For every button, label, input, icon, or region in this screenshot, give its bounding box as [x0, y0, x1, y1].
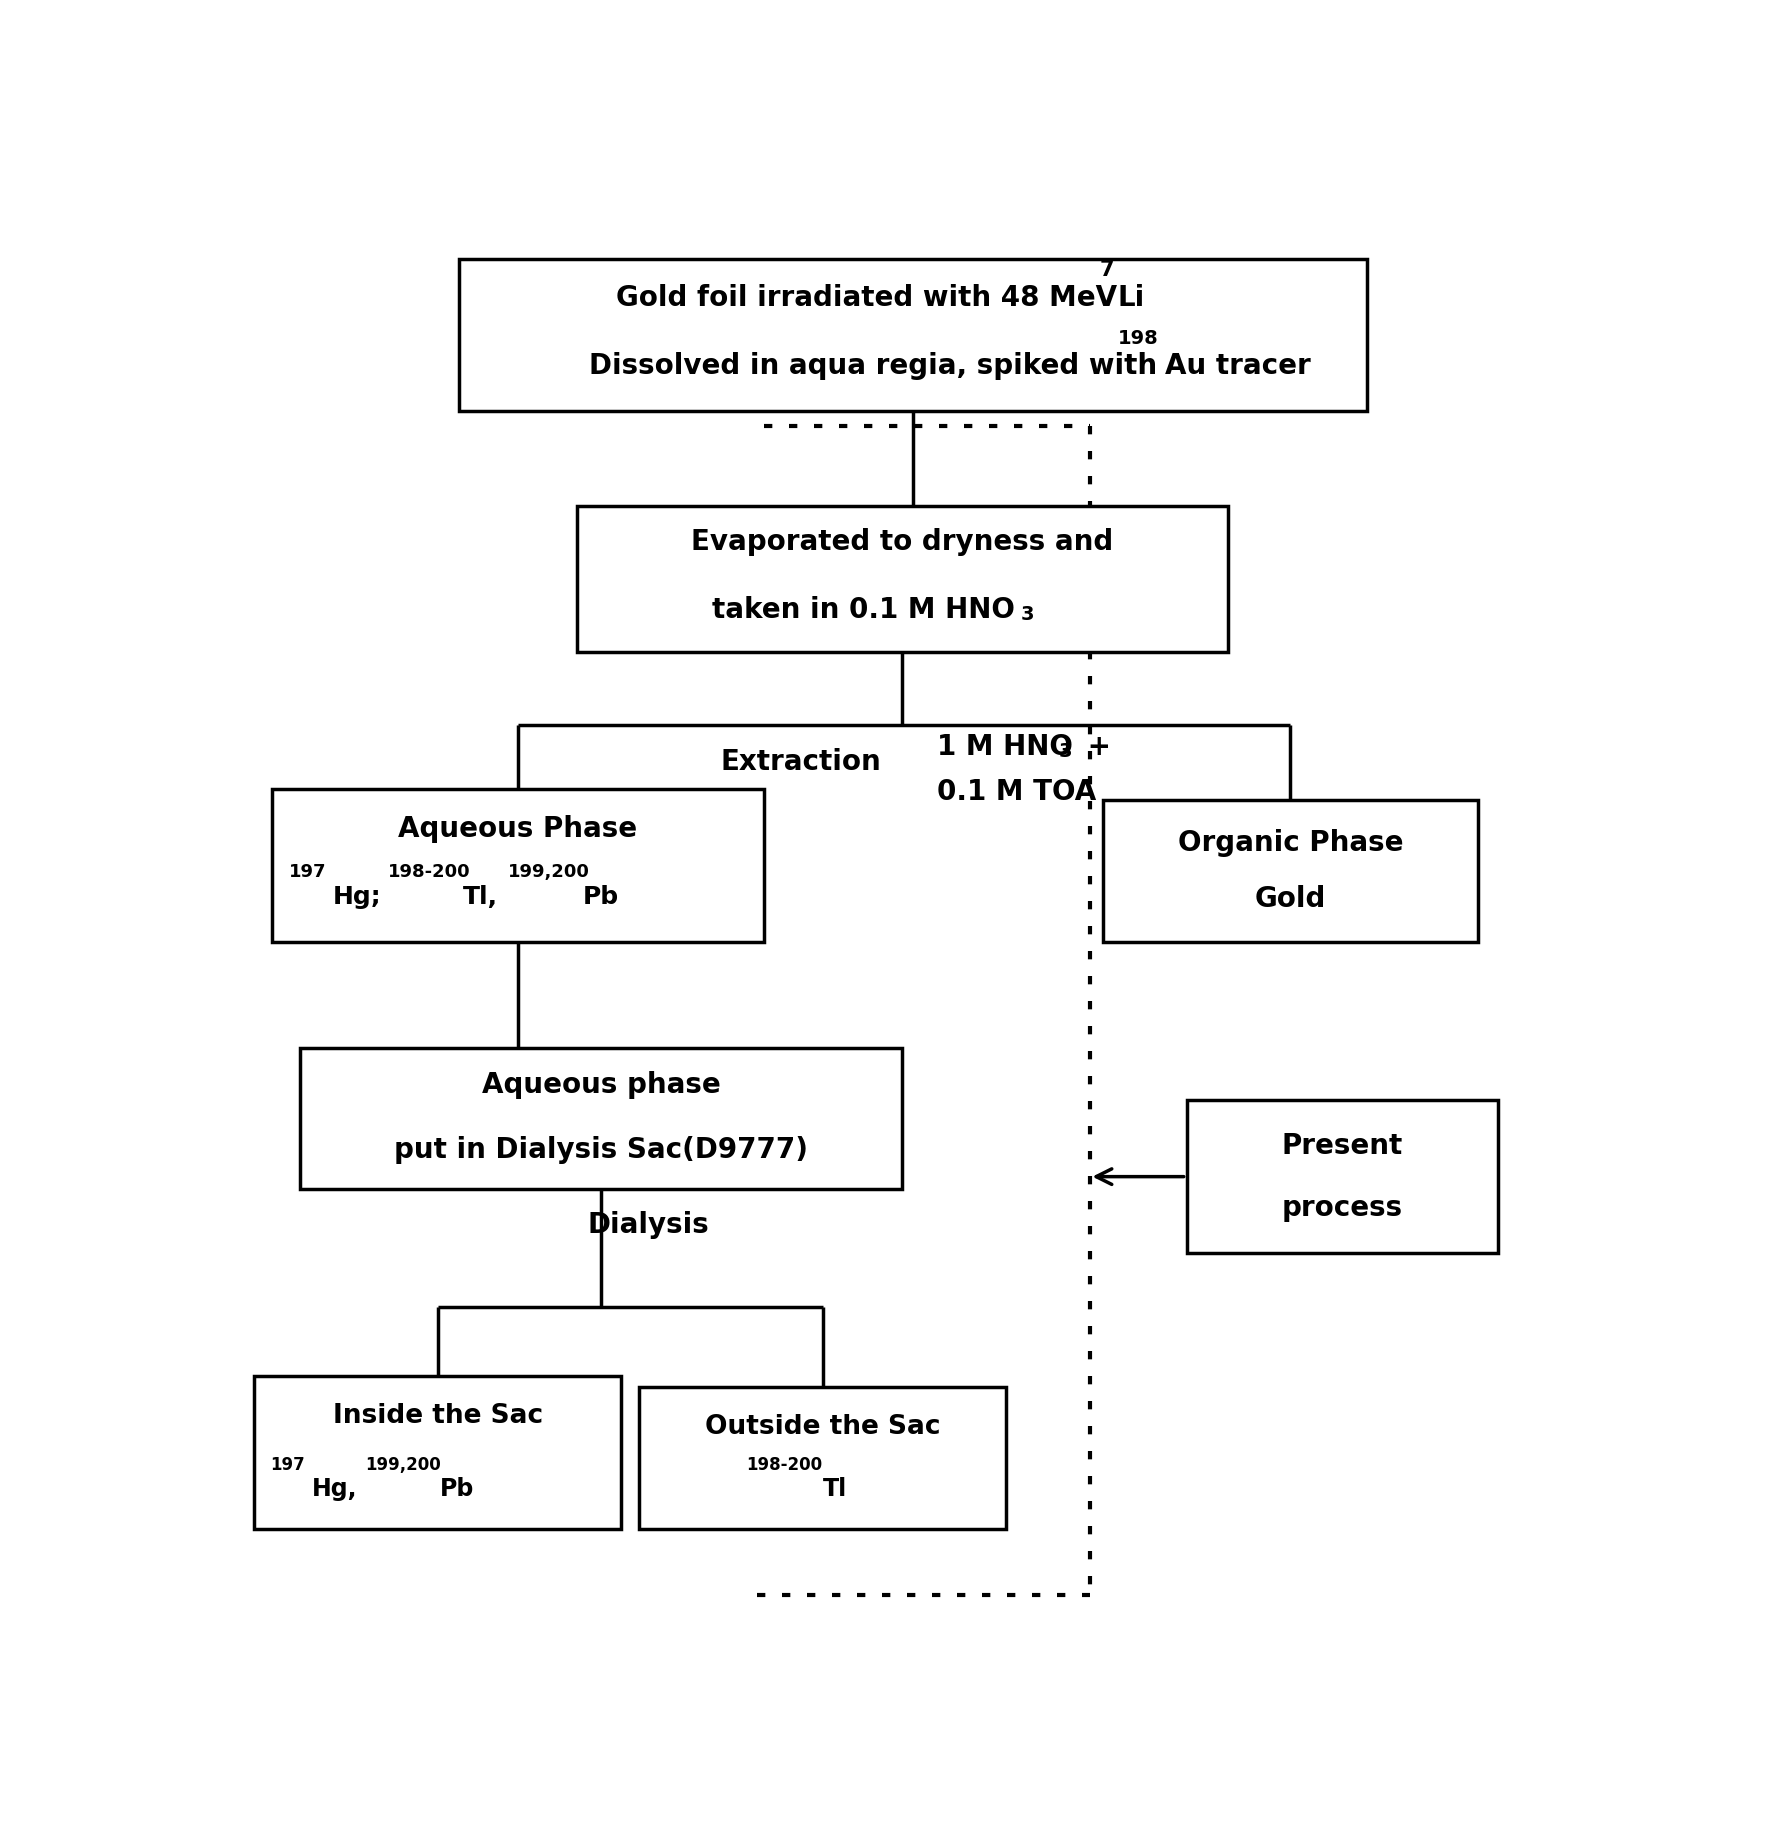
Text: +: + — [1078, 733, 1112, 761]
Text: 7: 7 — [1100, 259, 1114, 279]
Bar — [578, 507, 1228, 652]
Text: Tl: Tl — [822, 1477, 848, 1501]
Text: Gold: Gold — [1255, 885, 1327, 913]
Text: Dissolved in aqua regia, spiked with: Dissolved in aqua regia, spiked with — [590, 353, 1168, 380]
Text: Gold foil irradiated with 48 MeV: Gold foil irradiated with 48 MeV — [615, 285, 1126, 312]
Bar — [272, 790, 763, 942]
Text: 197: 197 — [288, 863, 325, 882]
Text: 3: 3 — [1058, 742, 1073, 761]
Text: Organic Phase: Organic Phase — [1178, 828, 1404, 856]
Text: 0.1 M TOA: 0.1 M TOA — [937, 777, 1096, 806]
Text: 198-200: 198-200 — [747, 1455, 822, 1473]
Text: put in Dialysis Sac(D9777): put in Dialysis Sac(D9777) — [393, 1135, 808, 1165]
Text: Inside the Sac: Inside the Sac — [333, 1403, 542, 1429]
Text: Au tracer: Au tracer — [1166, 353, 1311, 380]
Text: 198: 198 — [1118, 329, 1159, 347]
Text: 199,200: 199,200 — [508, 863, 590, 882]
Text: Li: Li — [1118, 285, 1146, 312]
Bar — [1187, 1100, 1498, 1253]
Bar — [460, 259, 1366, 411]
Bar — [300, 1047, 903, 1189]
Text: Pb: Pb — [583, 885, 619, 909]
Bar — [254, 1376, 620, 1528]
Text: 1 M HNO: 1 M HNO — [937, 733, 1073, 761]
Text: 199,200: 199,200 — [365, 1455, 440, 1473]
Text: Present: Present — [1282, 1132, 1404, 1159]
Text: Pb: Pb — [440, 1477, 474, 1501]
Text: Hg;: Hg; — [333, 885, 381, 909]
Text: Dialysis: Dialysis — [586, 1211, 710, 1238]
Text: 198-200: 198-200 — [388, 863, 470, 882]
Text: Outside the Sac: Outside the Sac — [704, 1414, 940, 1440]
Bar — [1103, 801, 1477, 942]
Text: process: process — [1282, 1194, 1404, 1222]
Text: Aqueous Phase: Aqueous Phase — [399, 814, 638, 843]
Text: 197: 197 — [270, 1455, 306, 1473]
Text: Aqueous phase: Aqueous phase — [481, 1071, 721, 1099]
Text: 3: 3 — [1021, 604, 1033, 625]
Text: Hg,: Hg, — [313, 1477, 358, 1501]
Text: Tl,: Tl, — [463, 885, 499, 909]
Text: taken in 0.1 M HNO: taken in 0.1 M HNO — [712, 597, 1016, 625]
Text: Evaporated to dryness and: Evaporated to dryness and — [692, 529, 1114, 557]
Bar — [640, 1387, 1007, 1528]
Text: Extraction: Extraction — [721, 748, 881, 777]
